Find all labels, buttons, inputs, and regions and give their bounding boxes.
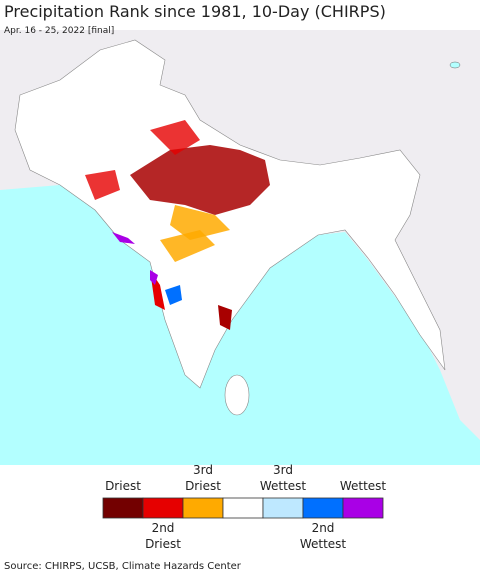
title-band: [0, 0, 480, 30]
legend-label: 3rd: [193, 463, 213, 477]
legend-label: Driest: [185, 479, 221, 493]
legend-swatch: [142, 497, 184, 519]
legend-label: Driest: [145, 537, 181, 551]
ocean: [0, 185, 480, 465]
map: [0, 30, 480, 465]
wet-area: [150, 270, 158, 285]
legend-label: 3rd: [273, 463, 293, 477]
source: Source: CHIRPS, UCSB, Climate Hazards Ce…: [4, 561, 242, 572]
dry-area: [85, 170, 120, 200]
subtitle: Apr. 16 - 25, 2022 [final]: [4, 26, 114, 36]
legend-label: Wettest: [260, 479, 307, 493]
legend-swatch: [102, 497, 144, 519]
dry-area: [218, 305, 232, 330]
legend-label: Wettest: [300, 537, 347, 551]
dry-area: [160, 230, 215, 262]
legend-swatch: [302, 497, 344, 519]
legend-swatch: [342, 497, 384, 519]
legend-label: 2nd: [152, 521, 175, 535]
dry-area: [130, 145, 270, 215]
legend: Driest 2nd Driest 3rd Driest 3rd Wettest 2nd Wet…: [102, 463, 387, 551]
dry-area: [170, 205, 230, 240]
legend-label: Wettest: [340, 479, 387, 493]
wet-area: [112, 232, 135, 244]
legend-label: 2nd: [312, 521, 335, 535]
legend-swatch: [222, 497, 264, 519]
legend-swatch: [262, 497, 304, 519]
sri-lanka: [224, 374, 250, 416]
legend-swatch: [182, 497, 224, 519]
dry-area: [150, 120, 200, 155]
wet-area: [165, 285, 182, 305]
legend-label: Driest: [105, 479, 141, 493]
title: Precipitation Rank since 1981, 10-Day (C…: [4, 2, 386, 21]
lake: [449, 61, 461, 69]
study-region: [14, 39, 446, 389]
